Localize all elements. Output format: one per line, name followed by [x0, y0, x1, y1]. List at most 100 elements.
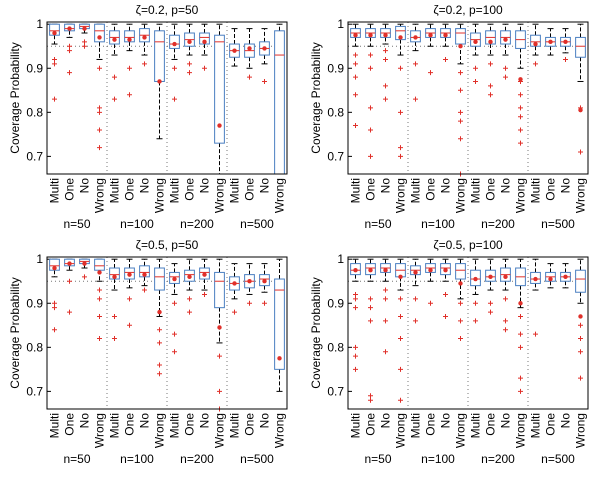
y-tick-label: 0.9 [327, 296, 344, 310]
mean [383, 268, 388, 273]
x-tick-label: One [364, 178, 378, 201]
outlier [518, 375, 523, 381]
box [94, 258, 105, 271]
outlier [368, 318, 373, 324]
mean [518, 301, 523, 306]
outlier [443, 291, 448, 297]
x-tick-label: Multi [349, 178, 363, 203]
outlier [488, 83, 493, 89]
outlier [157, 362, 162, 368]
x-tick-label: Wrong [574, 413, 588, 448]
group-label: n=100 [421, 452, 455, 466]
mean [52, 265, 57, 271]
outlier [52, 327, 57, 333]
outlier [52, 305, 57, 311]
mean [443, 268, 448, 273]
box [575, 36, 586, 58]
outlier [368, 296, 373, 302]
y-axis-label: Coverage Probability [8, 42, 22, 153]
box [139, 265, 150, 278]
x-tick-label: Wrong [454, 413, 468, 448]
mean [428, 268, 433, 273]
mean [368, 33, 373, 38]
outlier [97, 336, 102, 342]
outlier [458, 87, 463, 93]
x-tick-label: One [364, 413, 378, 436]
outlier [518, 344, 523, 350]
outlier [578, 349, 583, 355]
outlier [473, 300, 478, 306]
x-tick-label: Wrong [514, 413, 528, 448]
x-tick-label: Wrong [394, 413, 408, 448]
mean [548, 39, 553, 45]
x-tick-label: No [138, 178, 152, 194]
outlier [368, 127, 373, 133]
y-axis-label: Coverage Probability [309, 277, 323, 388]
outlier [368, 65, 373, 71]
outlier [518, 114, 523, 120]
box [274, 30, 285, 175]
outlier [383, 56, 388, 62]
mean [578, 107, 583, 113]
mean [503, 37, 508, 42]
x-tick-label: One [484, 413, 498, 436]
mean [142, 272, 147, 277]
mean [232, 281, 237, 286]
x-tick-label: No [559, 413, 573, 429]
outlier [67, 278, 72, 284]
mean [97, 35, 102, 40]
y-tick-label: 0.9 [26, 61, 43, 75]
outlier [398, 366, 403, 372]
outlier [97, 105, 102, 111]
outlier [187, 61, 192, 67]
outlier [262, 78, 267, 84]
outlier [353, 61, 358, 67]
x-tick-label: One [243, 413, 257, 436]
x-tick-label: Multi [228, 413, 242, 438]
y-tick-label: 0.8 [327, 105, 344, 119]
mean [578, 314, 583, 319]
group-label: n=50 [63, 217, 90, 231]
outlier [82, 39, 87, 45]
x-tick-label: Wrong [454, 178, 468, 213]
y-tick-label: 0.9 [26, 296, 43, 310]
y-tick-label: 0.7 [26, 384, 43, 398]
group-label: n=50 [364, 217, 391, 231]
x-tick-label: One [544, 413, 558, 436]
mean [187, 39, 192, 45]
outlier [353, 123, 358, 129]
mean [368, 268, 373, 273]
x-tick-label: Multi [168, 178, 182, 203]
outlier [97, 65, 102, 71]
mean [533, 276, 538, 282]
outlier [157, 327, 162, 333]
outlier [488, 300, 493, 306]
y-tick-label: 0.8 [327, 340, 344, 354]
group-label: n=50 [63, 452, 90, 466]
outlier [428, 70, 433, 76]
outlier [112, 336, 117, 342]
outlier [563, 56, 568, 62]
y-tick-label: 0.7 [327, 384, 344, 398]
outlier [52, 300, 57, 306]
outlier [127, 92, 132, 98]
x-tick-label: No [559, 178, 573, 194]
box [395, 25, 406, 41]
outlier [353, 291, 358, 297]
mean [172, 276, 177, 282]
mean [458, 281, 463, 286]
outlier [473, 65, 478, 71]
outlier [172, 331, 177, 337]
outlier [518, 127, 523, 133]
mean [548, 276, 553, 282]
mean [97, 270, 102, 275]
x-tick-label: Wrong [273, 413, 287, 448]
y-axis-label: Coverage Probability [309, 42, 323, 153]
outlier [368, 393, 373, 399]
outlier [353, 344, 358, 350]
outlier [398, 397, 403, 403]
mean [413, 35, 418, 40]
box [530, 34, 541, 47]
group-label: n=100 [120, 217, 154, 231]
